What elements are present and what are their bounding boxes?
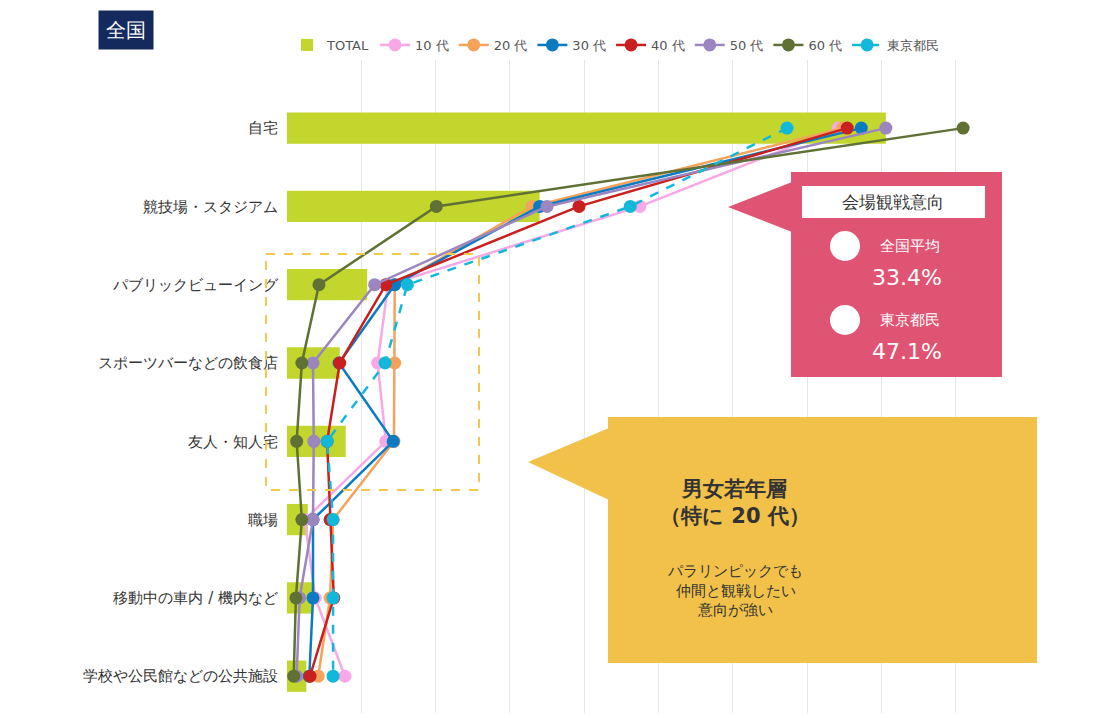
svg-text:パラリンピックでも仲間と観戦したい意向が強い: パラリンピックでも仲間と観戦したい意向が強い bbox=[667, 562, 803, 619]
svg-text:50 代: 50 代 bbox=[730, 38, 764, 53]
svg-text:学校や公民館などの公共施設: 学校や公民館などの公共施設 bbox=[83, 667, 278, 685]
svg-text:全国: 全国 bbox=[106, 18, 146, 42]
svg-text:職場: 職場 bbox=[248, 511, 278, 529]
svg-text:男女若年層（特に 20 代）: 男女若年層（特に 20 代） bbox=[660, 477, 810, 528]
svg-text:自宅: 自宅 bbox=[248, 119, 278, 137]
svg-text:スポーツバーなどの飲食店: スポーツバーなどの飲食店 bbox=[98, 354, 278, 372]
svg-text:47.1%: 47.1% bbox=[872, 339, 942, 364]
svg-text:30 代: 30 代 bbox=[572, 38, 606, 53]
svg-text:会場観戦意向: 会場観戦意向 bbox=[842, 192, 944, 212]
svg-text:移動中の車内 / 機内など: 移動中の車内 / 機内など bbox=[113, 589, 278, 607]
svg-text:20 代: 20 代 bbox=[494, 38, 528, 53]
svg-text:東京都民: 東京都民 bbox=[880, 311, 940, 329]
svg-text:60 代: 60 代 bbox=[808, 38, 842, 53]
svg-text:TOTAL: TOTAL bbox=[326, 38, 369, 53]
svg-text:全国平均: 全国平均 bbox=[880, 237, 940, 255]
svg-text:東京都民: 東京都民 bbox=[887, 38, 939, 53]
svg-text:33.4%: 33.4% bbox=[872, 265, 942, 290]
svg-text:競技場・スタジアム: 競技場・スタジアム bbox=[143, 198, 278, 216]
svg-text:10 代: 10 代 bbox=[415, 38, 449, 53]
svg-text:40 代: 40 代 bbox=[651, 38, 685, 53]
svg-text:パブリックビューイング: パブリックビューイング bbox=[112, 276, 279, 294]
svg-text:友人・知人宅: 友人・知人宅 bbox=[188, 433, 278, 451]
